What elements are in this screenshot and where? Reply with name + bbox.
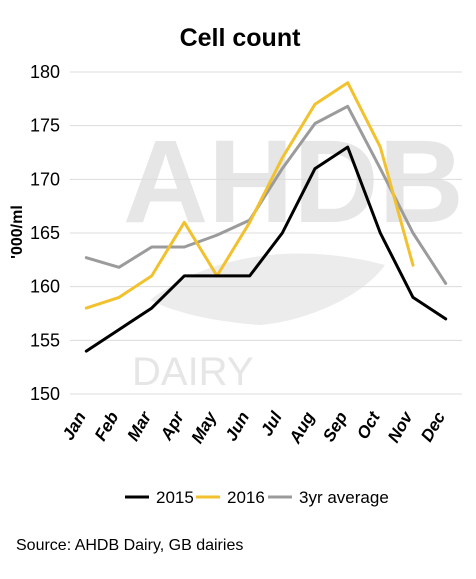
x-tick-label: Jan [59, 409, 90, 444]
legend-label: 2015 [156, 488, 194, 507]
chart-title: Cell count [180, 24, 302, 52]
legend: 2015 2016 3yr average [125, 488, 389, 507]
series-line-3yr-average [84, 104, 448, 285]
series-line-2015 [84, 145, 448, 353]
y-tick-label: 155 [30, 330, 60, 350]
y-tick-label: 150 [30, 384, 60, 404]
watermark-swoosh [150, 253, 385, 325]
legend-label: 2016 [227, 488, 265, 507]
y-axis: 150 155 160 165 170 175 180 [30, 62, 60, 404]
watermark-sub: DAIRY [132, 350, 254, 394]
x-tick-label: Oct [353, 407, 384, 442]
watermark-brand: AHDB [123, 116, 464, 248]
series-line-2016 [84, 81, 415, 310]
x-tick-label: Dec [417, 408, 449, 445]
y-tick-label: 180 [30, 62, 60, 82]
x-tick-label: Mar [124, 407, 156, 444]
x-tick-label: Apr [156, 407, 188, 444]
watermark-logo: AHDB DAIRY [123, 116, 464, 394]
y-tick-label: 170 [30, 169, 60, 189]
source-note: Source: AHDB Dairy, GB dairies [16, 537, 243, 554]
y-axis-label: '000/ml [9, 205, 26, 259]
legend-label: 3yr average [299, 488, 389, 507]
y-tick-label: 160 [30, 277, 60, 297]
series-lines [84, 81, 448, 353]
x-tick-label: Nov [384, 407, 417, 446]
x-tick-label: May [187, 407, 221, 446]
x-tick-label: Sep [319, 409, 351, 446]
y-tick-label: 175 [30, 116, 60, 136]
x-tick-label: Jul [257, 407, 286, 439]
x-tick-label: Feb [91, 409, 123, 445]
x-axis: Jan Feb Mar Apr May Jun Jul Aug Sep Oct Nov Dec [59, 407, 450, 447]
x-tick-label: Jun [222, 409, 254, 445]
y-tick-label: 165 [30, 223, 60, 243]
x-tick-label: Aug [285, 408, 319, 448]
